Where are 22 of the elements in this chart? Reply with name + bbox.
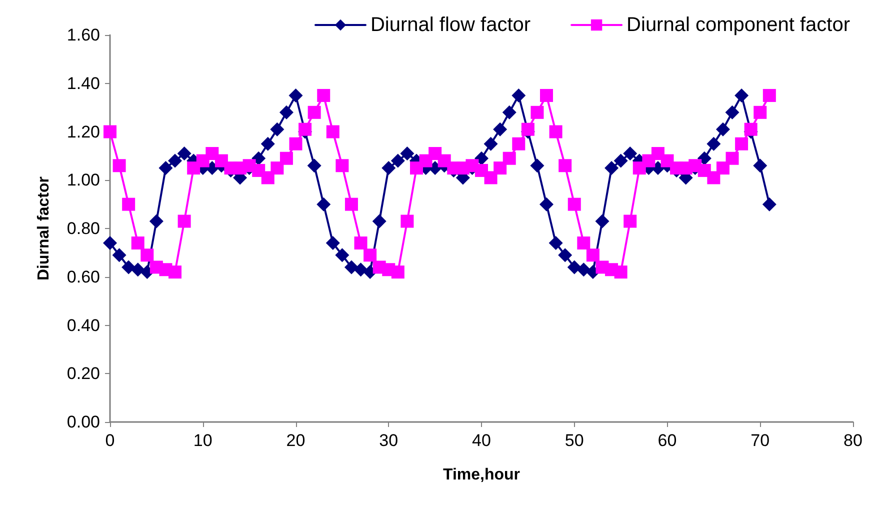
x-tick-label: 30: [379, 431, 398, 450]
x-tick-label: 50: [564, 431, 584, 450]
y-tick-label: 1.60: [66, 26, 100, 44]
x-tick-label: 20: [286, 431, 306, 450]
y-axis-title: Diurnal factor: [36, 176, 52, 281]
x-tick-label: 0: [105, 431, 115, 450]
x-axis-title: Time,hour: [442, 466, 520, 484]
y-tick-label: 0.60: [66, 267, 100, 286]
y-tick-label: 1.20: [66, 122, 100, 142]
legend-label: Diurnal flow factor: [370, 14, 531, 36]
x-tick-label: 70: [750, 431, 770, 450]
x-tick-label: 80: [844, 431, 862, 450]
y-tick-label: 0.20: [66, 364, 100, 384]
y-tick-label: 0.80: [66, 219, 100, 238]
x-tick-label: 40: [472, 431, 491, 450]
y-tick-label: 1.00: [66, 170, 100, 190]
x-tick-label: 10: [193, 431, 212, 450]
y-tick-label: 1.40: [66, 74, 100, 93]
x-tick-label: 60: [658, 431, 677, 450]
legend-label: Diurnal component factor: [626, 14, 850, 36]
y-tick-label: 0.40: [66, 316, 100, 335]
y-tick-label: 0.00: [66, 412, 100, 432]
